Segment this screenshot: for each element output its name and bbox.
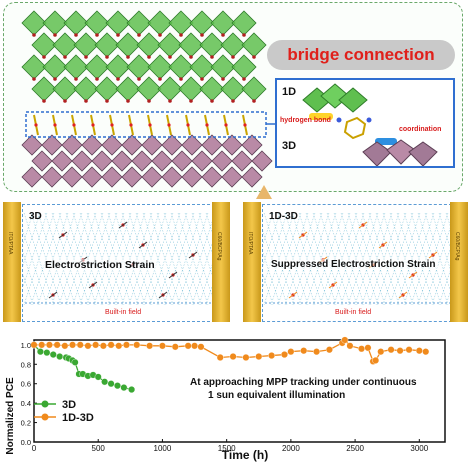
data-point: [113, 382, 121, 390]
organic-molecules-layer: [33, 114, 248, 136]
label-1d: 1D: [282, 86, 297, 98]
right-electrode-b: C60/BCP/Ag: [450, 202, 468, 322]
data-point: [377, 348, 385, 356]
data-point: [30, 341, 38, 349]
data-point: [216, 353, 224, 361]
data-point: [101, 378, 109, 386]
data-point: [53, 341, 61, 349]
y-axis-label: Normalized PCE: [5, 377, 16, 455]
data-point: [341, 336, 349, 344]
data-point: [43, 349, 51, 357]
suppressed-strain-label: Suppressed Electrostriction Strain: [269, 259, 438, 270]
data-point: [422, 348, 430, 356]
data-point: [99, 342, 107, 350]
data-point: [107, 380, 115, 388]
x-tick-label: 0: [32, 444, 37, 453]
x-tick-label: 2000: [282, 444, 300, 453]
data-point: [184, 342, 192, 350]
data-point: [49, 351, 57, 359]
crystal-structure-illustration: [21, 10, 278, 188]
x-axis-label: Time (h): [222, 448, 268, 462]
x-tick-label: 2500: [346, 444, 364, 453]
right-electrode-a: ITO/PTAA: [243, 202, 261, 322]
data-point: [71, 358, 79, 366]
x-tick-label: 1000: [154, 444, 172, 453]
data-point: [120, 384, 128, 392]
annotation-line-2: 1 sun equivalent illumination: [208, 390, 345, 401]
data-point: [346, 342, 354, 350]
y-tick-label: 0.8: [21, 360, 31, 369]
data-point: [38, 341, 46, 349]
data-point: [128, 386, 136, 394]
left-electrode-a: ITO/PTAA: [3, 202, 21, 322]
data-point: [69, 341, 77, 349]
data-point: [56, 353, 64, 361]
data-point: [364, 344, 372, 352]
zoom-inset: 1D 3D hydrogen bond coordination: [275, 78, 455, 168]
data-point: [115, 342, 123, 350]
coordination-label: coordination: [399, 126, 442, 133]
data-point: [107, 341, 115, 349]
label-3d: 3D: [282, 140, 297, 152]
data-point: [313, 348, 321, 356]
data-point: [229, 353, 237, 361]
plot-frame: [33, 339, 446, 443]
legend-1d3d: 1D-3D: [62, 412, 94, 424]
data-point: [372, 356, 380, 364]
data-point: [146, 342, 154, 350]
data-point: [191, 342, 199, 350]
electrostriction-label: Electrostriction Strain: [43, 259, 157, 271]
selection-box: [25, 111, 267, 138]
left-electrode-b: C60/BCP/Ag: [212, 202, 230, 322]
data-point: [158, 342, 166, 350]
green-octahedra-layer: [21, 10, 267, 103]
y-tick-label: 1.0: [21, 341, 31, 350]
data-point: [171, 343, 179, 351]
x-tick-label: 1500: [218, 444, 236, 453]
data-point: [122, 341, 130, 349]
strain-panel-1d3d: 1D-3D Suppressed Electrostriction Strain…: [262, 204, 452, 322]
hydrogen-bond-label: hydrogen bond: [280, 117, 331, 124]
stability-chart: 0 500 1000 1500 2000 2500 3000 0.0 0.2 0.4 0.6 0.8 1…: [5, 336, 446, 462]
data-point: [280, 351, 288, 359]
data-point: [36, 348, 44, 356]
y-tick-label: 0.2: [21, 419, 31, 428]
data-point: [387, 346, 395, 354]
legend-3d: 3D: [62, 399, 76, 411]
x-tick-label: 3000: [410, 444, 428, 453]
data-point: [268, 352, 276, 360]
purple-octahedra-layer: [21, 134, 273, 188]
legend: 3D 1D-3D: [34, 399, 94, 424]
arrow-down-icon: [256, 185, 272, 199]
data-point: [287, 348, 295, 356]
y-tick-label: 0.4: [21, 399, 31, 408]
data-point: [405, 346, 413, 354]
bridge-connection-label: bridge connection: [267, 40, 455, 70]
data-point: [415, 347, 423, 355]
y-tick-label: 0.0: [21, 438, 31, 447]
data-point: [92, 341, 100, 349]
annotation-line-1: At approaching MPP tracking under contin…: [190, 377, 417, 388]
panel-3d-title: 3D: [29, 211, 42, 222]
data-point: [197, 343, 205, 351]
data-point: [133, 341, 141, 349]
builtin-field-label-right: Built-in field: [335, 309, 372, 316]
data-point: [325, 346, 333, 354]
data-point: [396, 347, 404, 355]
data-point: [255, 353, 263, 361]
x-tick-label: 500: [92, 444, 106, 453]
data-point: [61, 342, 69, 350]
data-point: [94, 373, 102, 381]
data-point: [300, 347, 308, 355]
strain-panel-3d: 3D Electrostriction Strain Built-in fiel…: [22, 204, 230, 322]
data-point: [84, 342, 92, 350]
zoom-inset-illustration: [302, 83, 438, 167]
data-point: [242, 353, 250, 361]
data-point: [358, 345, 366, 353]
builtin-field-label-left: Built-in field: [105, 309, 142, 316]
data-point: [45, 341, 53, 349]
data-point: [76, 341, 84, 349]
panel-1d3d-title: 1D-3D: [269, 211, 298, 222]
y-tick-label: 0.6: [21, 380, 31, 389]
